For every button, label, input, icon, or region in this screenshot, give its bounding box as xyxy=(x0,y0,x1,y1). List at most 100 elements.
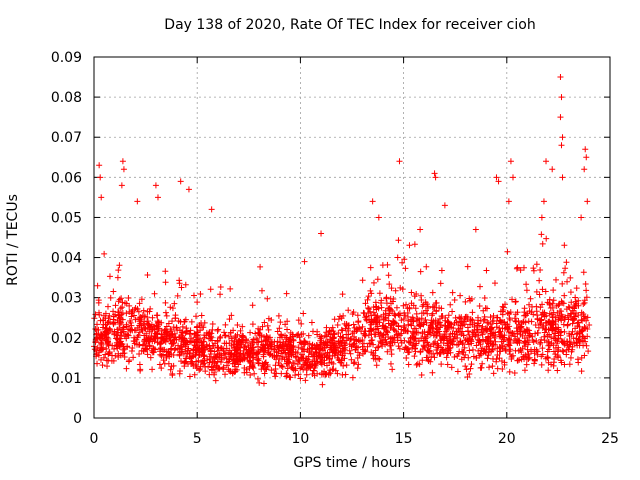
data-point xyxy=(103,324,110,331)
data-point xyxy=(116,312,123,319)
data-point xyxy=(347,336,354,343)
data-point xyxy=(395,311,402,318)
data-point xyxy=(160,357,167,364)
data-point xyxy=(355,318,362,325)
data-point xyxy=(144,271,151,278)
data-point xyxy=(511,370,518,377)
data-point xyxy=(246,358,253,365)
data-point xyxy=(417,268,424,275)
data-point xyxy=(200,338,207,345)
data-point xyxy=(278,332,285,339)
data-point xyxy=(360,340,367,347)
data-point xyxy=(167,332,174,339)
data-point xyxy=(268,367,275,374)
data-point xyxy=(114,335,121,342)
data-point xyxy=(487,314,494,321)
data-point xyxy=(444,361,451,368)
data-point xyxy=(582,313,589,320)
data-point xyxy=(249,361,256,368)
data-point xyxy=(524,310,531,317)
data-point xyxy=(295,317,302,324)
data-point xyxy=(235,361,242,368)
data-point xyxy=(239,323,246,330)
data-point xyxy=(118,182,125,189)
data-point xyxy=(544,348,551,355)
data-point xyxy=(284,326,291,333)
data-point xyxy=(399,259,406,266)
data-point xyxy=(431,354,438,361)
data-point xyxy=(469,346,476,353)
data-point xyxy=(502,347,509,354)
data-point xyxy=(368,331,375,338)
data-point xyxy=(275,352,282,359)
data-point xyxy=(345,307,352,314)
data-point xyxy=(455,321,462,328)
data-point xyxy=(176,277,183,284)
data-point xyxy=(183,339,190,346)
data-point xyxy=(544,354,551,361)
data-point xyxy=(585,348,592,355)
data-point xyxy=(196,345,203,352)
data-point xyxy=(114,274,121,281)
data-point xyxy=(377,330,384,337)
data-point xyxy=(392,312,399,319)
data-point xyxy=(273,353,280,360)
data-point xyxy=(362,300,369,307)
data-point xyxy=(438,344,445,351)
y-tick-label: 0.03 xyxy=(51,291,82,307)
data-point xyxy=(327,336,334,343)
data-point xyxy=(301,348,308,355)
data-point xyxy=(423,319,430,326)
data-point xyxy=(325,331,332,338)
data-point xyxy=(241,352,248,359)
data-point xyxy=(106,273,113,280)
data-point xyxy=(433,324,440,331)
data-point xyxy=(410,302,417,309)
data-point xyxy=(374,312,381,319)
data-point xyxy=(342,344,349,351)
data-point xyxy=(97,174,104,181)
data-point xyxy=(134,333,141,340)
data-point xyxy=(170,324,177,331)
data-point xyxy=(130,354,137,361)
data-point xyxy=(163,312,170,319)
data-point xyxy=(216,354,223,361)
x-tick-label: 0 xyxy=(90,431,99,447)
data-point xyxy=(171,347,178,354)
data-point xyxy=(583,342,590,349)
data-point xyxy=(262,337,269,344)
data-point xyxy=(137,314,144,321)
data-point xyxy=(271,346,278,353)
data-point xyxy=(561,242,568,249)
data-point xyxy=(94,321,101,328)
data-point xyxy=(510,352,517,359)
data-point xyxy=(538,214,545,221)
data-point xyxy=(490,341,497,348)
data-point xyxy=(531,350,538,357)
data-point xyxy=(388,322,395,329)
data-point xyxy=(131,340,138,347)
data-point xyxy=(507,158,514,165)
data-point xyxy=(198,312,205,319)
x-axis-label: GPS time / hours xyxy=(293,455,411,471)
data-point xyxy=(489,346,496,353)
data-point xyxy=(400,327,407,334)
data-point xyxy=(161,327,168,334)
data-point xyxy=(261,370,268,377)
data-point xyxy=(319,381,326,388)
data-point xyxy=(459,349,466,356)
data-point xyxy=(539,240,546,247)
data-point xyxy=(346,347,353,354)
data-point xyxy=(555,354,562,361)
data-point xyxy=(274,328,281,335)
data-point xyxy=(564,338,571,345)
data-point xyxy=(433,346,440,353)
data-point xyxy=(238,336,245,343)
data-point xyxy=(569,320,576,327)
scatter-series-roti xyxy=(91,74,593,388)
data-point xyxy=(563,306,570,313)
data-point xyxy=(548,334,555,341)
data-point xyxy=(457,338,464,345)
data-point xyxy=(382,307,389,314)
data-point xyxy=(451,296,458,303)
